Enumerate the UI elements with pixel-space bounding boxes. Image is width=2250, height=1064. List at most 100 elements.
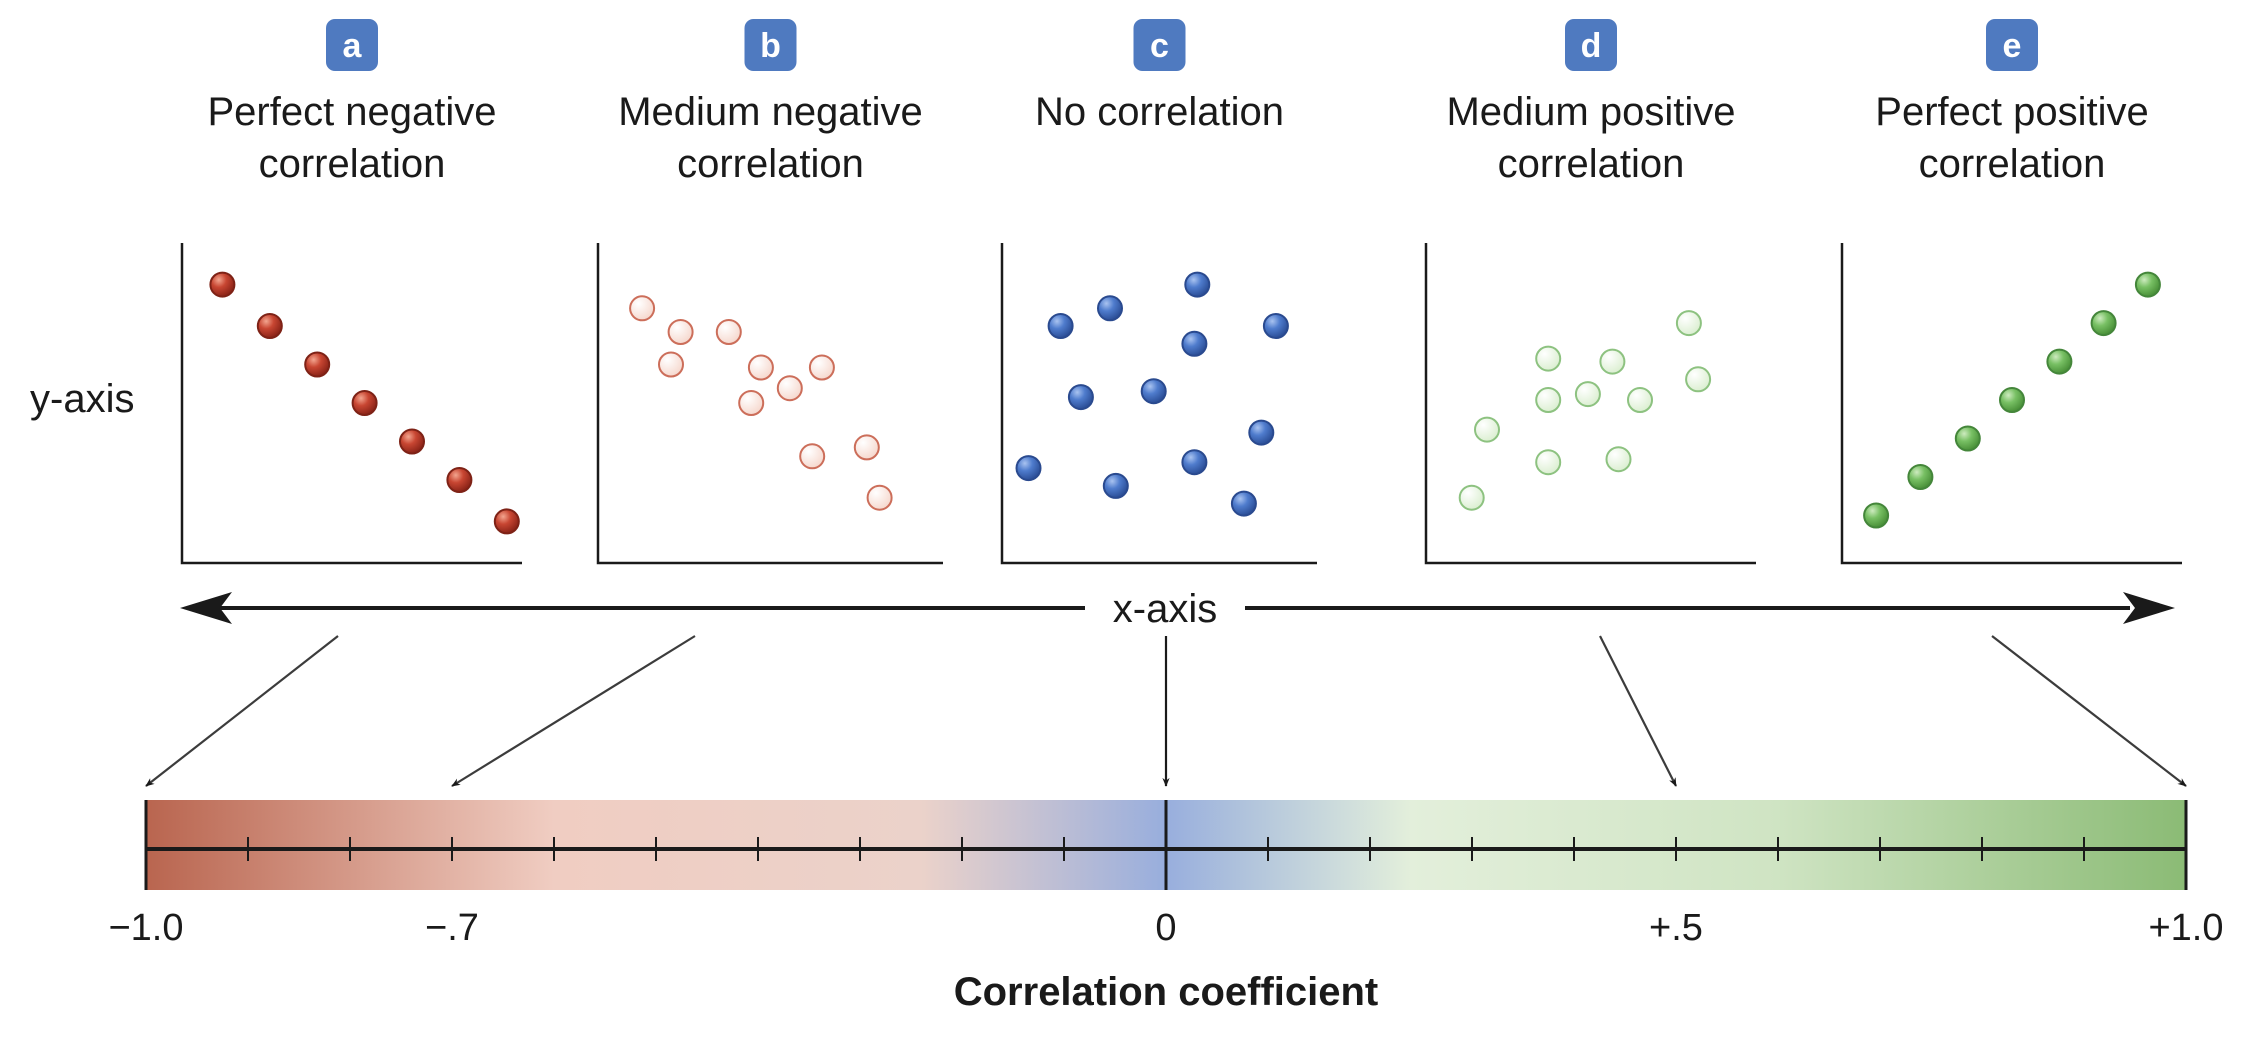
- badge-background: [326, 19, 378, 71]
- scatter-point: [2046, 348, 2073, 375]
- connector-arrow-d: [1599, 635, 1677, 787]
- panel-d: d Medium positive correlation: [1424, 19, 1756, 565]
- scale-tick-label: +1.0: [2148, 907, 2223, 949]
- connector-arrow-e: [1991, 635, 2187, 787]
- scatter-point: [351, 390, 378, 416]
- panel-title-line: Medium positive: [1446, 90, 1735, 134]
- scatter-point: [1184, 271, 1211, 298]
- scatter-point: [1605, 446, 1632, 473]
- panel-badge-b: b: [744, 19, 797, 71]
- scatter-panels: a Perfect negative correlation b Medium nega…: [180, 19, 2182, 565]
- scatter-point: [1907, 464, 1934, 490]
- scatter-point: [399, 428, 425, 455]
- badge-letter: b: [760, 27, 781, 65]
- panel-title-line: correlation: [1919, 142, 2106, 186]
- scatter-point: [1097, 295, 1123, 322]
- scatter-point: [1181, 449, 1208, 476]
- scatter-point: [209, 271, 236, 298]
- scatter-point: [1140, 378, 1167, 405]
- panel-to-scale-connectors: [145, 635, 2187, 787]
- scatter-point: [1047, 313, 1074, 339]
- scatter-point: [738, 390, 765, 416]
- scatter-point: [2090, 310, 2117, 337]
- scatter-point: [1015, 455, 1042, 482]
- scatter-point: [1262, 313, 1289, 339]
- scatter-point: [629, 295, 656, 322]
- scatter-point: [1458, 484, 1485, 511]
- panel-axes: [180, 243, 522, 565]
- scatter-point: [1535, 449, 1562, 476]
- scatter-point: [1181, 330, 1208, 357]
- scatter-point: [776, 375, 803, 402]
- scatter-point: [493, 508, 520, 535]
- panel-c: c No correlation: [1000, 19, 1317, 565]
- x-axis-label: x-axis: [1113, 587, 1217, 631]
- badge-letter: c: [1150, 27, 1169, 65]
- x-axis-arrow: [180, 592, 2175, 624]
- connector-arrow-b: [451, 635, 696, 787]
- panel-title-line: correlation: [677, 142, 864, 186]
- scatter-point: [304, 351, 331, 378]
- scale-tick-label: 0: [1155, 907, 1176, 949]
- panel-title-line: Perfect positive: [1875, 90, 2148, 134]
- badge-letter: a: [343, 27, 363, 65]
- panel-badge-d: d: [1565, 19, 1617, 71]
- badge-background: [744, 19, 797, 71]
- panel-title-line: correlation: [259, 142, 446, 186]
- badge-background: [1986, 19, 2038, 71]
- scatter-point: [2134, 271, 2161, 298]
- badge-background: [1565, 19, 1617, 71]
- panel-badge-c: c: [1133, 19, 1186, 71]
- scale-title: Correlation coefficient: [954, 970, 1379, 1014]
- scatter-point: [1067, 384, 1094, 411]
- scatter-point: [1627, 387, 1653, 413]
- badge-background: [1133, 19, 1186, 71]
- panel-b: b Medium negative correlation: [596, 19, 943, 565]
- scatter-point: [1230, 490, 1257, 517]
- x-axis-left-arrowhead: [180, 592, 232, 624]
- scatter-point: [1248, 419, 1275, 446]
- scatter-point: [1675, 310, 1702, 337]
- scale-tick-labels: −1.0 −.7 0 +.5 +1.0: [108, 907, 2223, 949]
- scatter-point: [715, 319, 742, 345]
- scatter-point: [658, 351, 684, 378]
- scatter-point: [1574, 381, 1601, 408]
- badge-letter: e: [2003, 27, 2022, 65]
- scatter-point: [256, 313, 283, 339]
- scatter-point: [1999, 387, 2025, 413]
- panel-axes: [1424, 243, 1756, 565]
- panel-e: e Perfect positive correlation: [1840, 19, 2182, 565]
- scatter-point: [1954, 425, 1981, 452]
- panel-a: a Perfect negative correlation: [180, 19, 522, 565]
- panel-title-line: correlation: [1498, 142, 1685, 186]
- panel-axes: [596, 243, 943, 565]
- panel-axes: [1840, 243, 2182, 565]
- scatter-point: [808, 354, 835, 381]
- scatter-point: [747, 354, 774, 381]
- scatter-point: [1599, 348, 1626, 375]
- panel-badge-e: e: [1986, 19, 2038, 71]
- scatter-point: [1102, 472, 1129, 499]
- panel-title-line: No correlation: [1035, 90, 1284, 134]
- x-axis-right-arrowhead: [2123, 592, 2175, 624]
- scatter-point: [1474, 416, 1500, 443]
- scatter-point: [446, 467, 473, 493]
- scatter-point: [1535, 387, 1562, 413]
- panel-title-line: Medium negative: [618, 90, 923, 134]
- scale-tick-label: −1.0: [108, 907, 183, 949]
- panel-axes: [1000, 243, 1317, 565]
- scatter-point: [799, 443, 826, 470]
- panel-title-line: Perfect negative: [207, 90, 496, 134]
- correlation-scale: −1.0 −.7 0 +.5 +1.0: [108, 800, 2224, 949]
- scale-ticks: [145, 837, 2187, 861]
- scatter-point: [1863, 502, 1890, 529]
- scale-tick-label: +.5: [1649, 907, 1703, 949]
- scatter-point: [853, 434, 880, 461]
- scatter-point: [1535, 345, 1562, 372]
- panel-badge-a: a: [326, 19, 378, 71]
- scale-tick-label: −.7: [425, 907, 479, 949]
- connector-arrow-a: [145, 635, 339, 787]
- badge-letter: d: [1581, 27, 1602, 65]
- scatter-point: [866, 484, 893, 511]
